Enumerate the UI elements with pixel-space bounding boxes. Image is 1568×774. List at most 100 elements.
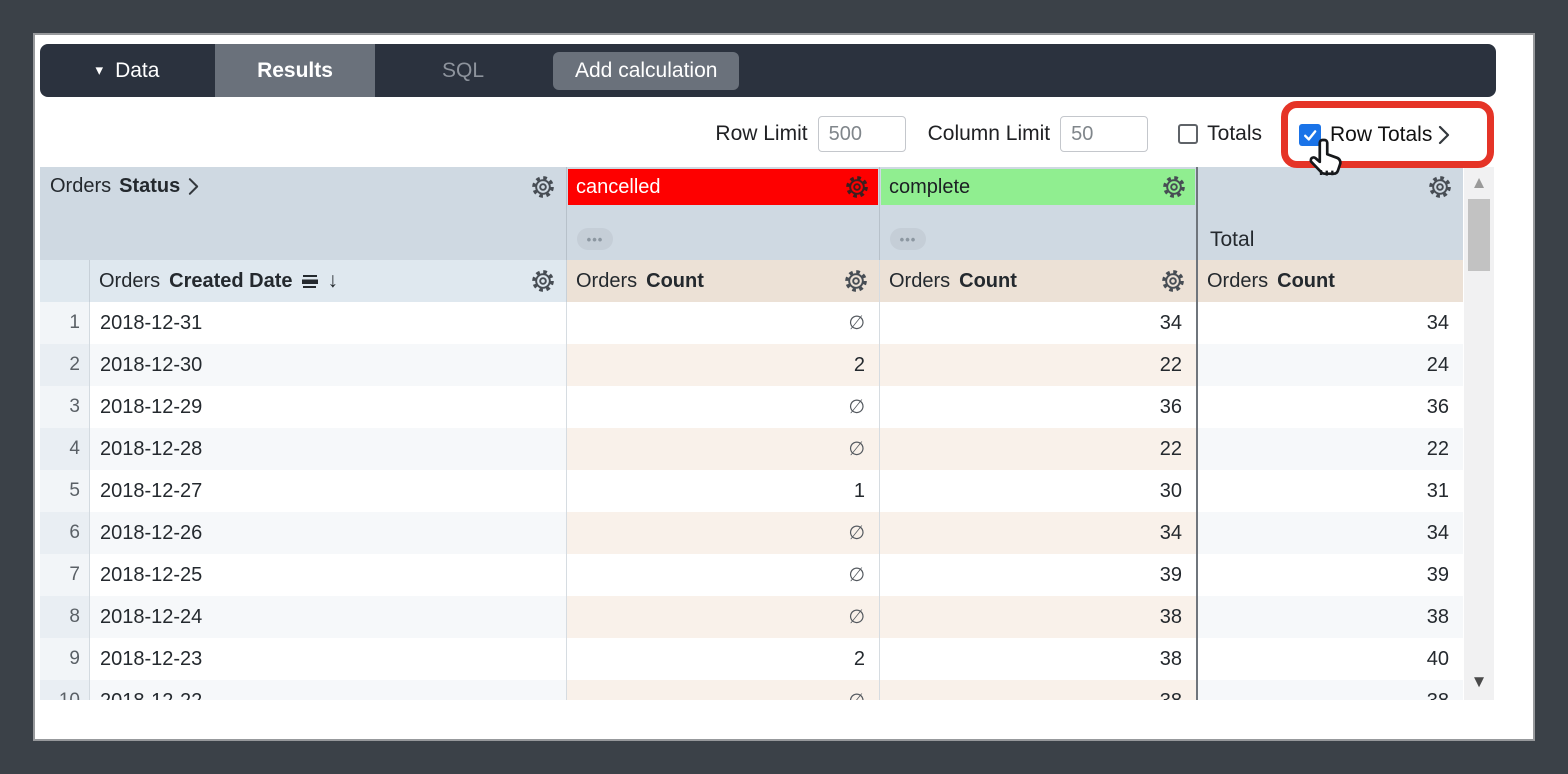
orders-count-label: Orders Count xyxy=(576,269,704,292)
column-limit-input[interactable] xyxy=(1060,116,1149,152)
tab-sql-label: SQL xyxy=(441,58,485,82)
row-total-cell[interactable]: 34 xyxy=(1426,311,1449,334)
cancelled-count-cell[interactable]: ∅ xyxy=(567,386,880,428)
null-value-icon: ∅ xyxy=(848,522,865,544)
gear-icon[interactable] xyxy=(843,268,869,294)
gear-icon[interactable] xyxy=(530,268,556,294)
row-total-cell[interactable]: 38 xyxy=(1198,596,1463,638)
pivot-value-complete[interactable]: complete ••• xyxy=(880,167,1198,260)
row-total-cell[interactable]: 31 xyxy=(1426,479,1449,502)
cancelled-count-cell[interactable]: ∅ xyxy=(567,596,880,638)
query-controls: Row Limit Column Limit Totals xyxy=(715,112,1262,156)
complete-count-cell[interactable]: 30 xyxy=(880,470,1198,512)
date-cell[interactable]: 2018-12-27 xyxy=(90,470,567,512)
date-field-icon xyxy=(301,274,318,288)
row-number: 2 xyxy=(40,344,90,386)
pivot-chip-cancelled-label: cancelled xyxy=(576,175,661,198)
complete-count-cell[interactable]: 38 xyxy=(880,638,1198,680)
pivot-chip-complete: complete xyxy=(881,169,1195,205)
data-menu-label: Data xyxy=(115,58,160,82)
table-row: 3 2018-12-29 ∅ 36 36 xyxy=(40,386,1463,428)
null-value-icon: ∅ xyxy=(848,690,865,701)
row-limit-input[interactable] xyxy=(817,116,906,152)
add-calculation-button[interactable]: Add calculation xyxy=(553,51,740,90)
date-cell[interactable]: 2018-12-26 xyxy=(90,512,567,554)
orders-count-header-cancelled[interactable]: Orders Count xyxy=(567,260,880,302)
complete-count-cell[interactable]: 22 xyxy=(880,344,1198,386)
complete-count-cell[interactable]: 38 xyxy=(880,680,1198,700)
row-number: 3 xyxy=(40,386,90,428)
null-value-icon: ∅ xyxy=(848,606,865,628)
created-date-header-label: Orders Created Date ↓ xyxy=(99,269,339,292)
complete-count-cell[interactable]: 22 xyxy=(880,428,1198,470)
data-menu[interactable]: ▾ Data xyxy=(40,44,215,97)
complete-count-cell[interactable]: 39 xyxy=(880,554,1198,596)
row-total-cell[interactable]: 40 xyxy=(1426,647,1449,670)
date-cell[interactable]: 2018-12-25 xyxy=(90,554,567,596)
complete-count-cell[interactable]: 34 xyxy=(880,512,1198,554)
row-number: 8 xyxy=(40,596,90,638)
created-date-header[interactable]: Orders Created Date ↓ xyxy=(90,260,567,302)
tab-results[interactable]: Results xyxy=(215,44,375,97)
totals-checkbox[interactable] xyxy=(1178,124,1199,144)
date-cell[interactable]: 2018-12-23 xyxy=(90,638,567,680)
checkbox-checked-icon xyxy=(1304,129,1317,141)
null-value-icon: ∅ xyxy=(848,438,865,460)
date-cell[interactable]: 2018-12-31 xyxy=(90,302,567,344)
results-table: Orders Status cancelled ••• complete ••• xyxy=(40,167,1463,700)
complete-count-cell[interactable]: 34 xyxy=(880,302,1198,344)
row-number: 4 xyxy=(40,428,90,470)
cancelled-count-cell[interactable]: ∅ xyxy=(567,554,880,596)
explorer-topbar: ▾ Data Results SQL Add calculation xyxy=(40,44,1496,97)
row-number: 1 xyxy=(40,302,90,344)
row-total-cell[interactable]: 36 xyxy=(1426,395,1449,418)
orders-count-header-total[interactable]: Orders Count xyxy=(1198,260,1463,302)
row-total-cell[interactable]: 34 xyxy=(1198,512,1463,554)
gear-icon[interactable] xyxy=(1427,174,1453,200)
scrollbar-thumb[interactable] xyxy=(1468,199,1490,271)
complete-count-cell[interactable]: 36 xyxy=(880,386,1198,428)
table-row: 5 2018-12-27 1 30 31 xyxy=(40,470,1463,512)
cancelled-count-cell[interactable]: 2 xyxy=(567,344,880,386)
ellipsis-icon[interactable]: ••• xyxy=(890,228,926,250)
row-totals-checkbox[interactable] xyxy=(1299,123,1321,146)
pivot-total-header: Total xyxy=(1198,167,1463,260)
ellipsis-icon[interactable]: ••• xyxy=(577,228,613,250)
cancelled-count-cell[interactable]: ∅ xyxy=(567,428,880,470)
gear-icon[interactable] xyxy=(1160,268,1186,294)
tab-sql[interactable]: SQL xyxy=(375,44,551,97)
total-label: Total xyxy=(1210,228,1255,251)
date-cell[interactable]: 2018-12-28 xyxy=(90,428,567,470)
date-cell[interactable]: 2018-12-29 xyxy=(90,386,567,428)
pivot-chip-complete-label: complete xyxy=(889,175,971,198)
orders-count-label: Orders Count xyxy=(1207,269,1335,292)
cancelled-count-cell[interactable]: ∅ xyxy=(567,512,880,554)
pivot-dimension-header[interactable]: Orders Status xyxy=(40,167,567,260)
cancelled-count-cell[interactable]: 1 xyxy=(567,470,880,512)
cancelled-count-cell[interactable]: ∅ xyxy=(567,302,880,344)
row-total-cell[interactable]: 39 xyxy=(1426,563,1449,586)
scroll-up-icon[interactable]: ▲ xyxy=(1470,173,1488,192)
vertical-scrollbar[interactable]: ▲ ▼ xyxy=(1464,167,1494,700)
complete-count-cell[interactable]: 38 xyxy=(880,596,1198,638)
table-row: 1 2018-12-31 ∅ 34 34 xyxy=(40,302,1463,344)
cancelled-count-cell[interactable]: ∅ xyxy=(567,680,880,700)
gear-icon[interactable] xyxy=(1161,174,1187,200)
date-cell[interactable]: 2018-12-24 xyxy=(90,596,567,638)
cancelled-count-cell[interactable]: 2 xyxy=(567,638,880,680)
orders-count-header-complete[interactable]: Orders Count xyxy=(880,260,1198,302)
sort-desc-icon[interactable]: ↓ xyxy=(327,269,339,292)
scroll-down-icon[interactable]: ▼ xyxy=(1470,672,1488,691)
table-body: 1 2018-12-31 ∅ 34 34 2 2018-12-30 2 22 24 3 2018-12… xyxy=(40,302,1463,700)
row-total-cell[interactable]: 38 xyxy=(1198,680,1463,700)
column-header-row: Orders Created Date ↓ Orders Count Orders C… xyxy=(40,260,1463,302)
pivot-dimension-label: Orders Status xyxy=(50,175,199,198)
gear-icon[interactable] xyxy=(530,174,556,200)
pivot-value-cancelled[interactable]: cancelled ••• xyxy=(567,167,880,260)
gear-icon[interactable] xyxy=(844,174,870,200)
pivot-chip-cancelled: cancelled xyxy=(568,169,878,205)
row-total-cell[interactable]: 24 xyxy=(1198,344,1463,386)
row-total-cell[interactable]: 22 xyxy=(1198,428,1463,470)
date-cell[interactable]: 2018-12-30 xyxy=(90,344,567,386)
date-cell[interactable]: 2018-12-22 xyxy=(90,680,567,700)
